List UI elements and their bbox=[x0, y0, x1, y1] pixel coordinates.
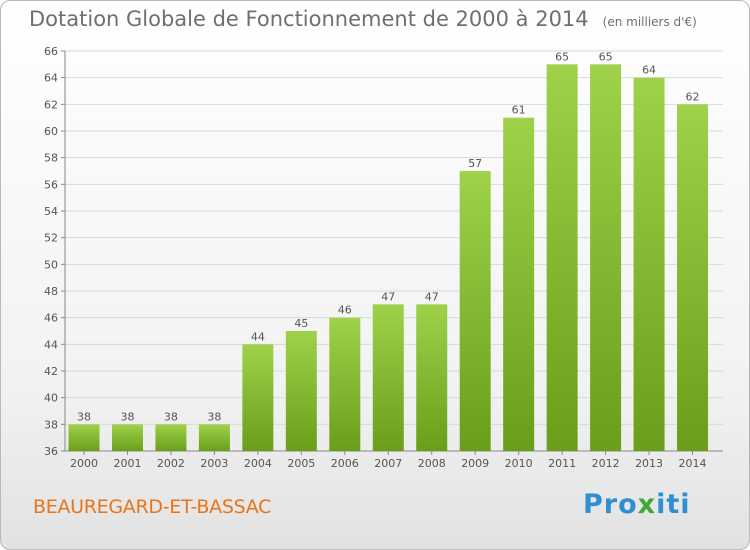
bar-2008 bbox=[416, 304, 448, 451]
commune-name: BEAUREGARD-ET-BASSAC bbox=[33, 496, 272, 518]
bar-2007 bbox=[372, 304, 404, 451]
bar-2014 bbox=[677, 104, 709, 451]
data-label-2004: 44 bbox=[251, 330, 265, 343]
x-tick-label-2014: 2014 bbox=[679, 457, 707, 470]
data-label-2003: 38 bbox=[207, 410, 221, 423]
y-tick-label: 42 bbox=[44, 365, 58, 378]
data-label-2012: 65 bbox=[599, 50, 613, 63]
y-tick-label: 44 bbox=[44, 338, 58, 351]
bar-2004 bbox=[242, 344, 274, 451]
chart-subtitle: (en milliers d'€) bbox=[602, 15, 697, 29]
data-label-2002: 38 bbox=[164, 410, 178, 423]
data-label-2000: 38 bbox=[77, 410, 91, 423]
x-tick-label-2000: 2000 bbox=[70, 457, 98, 470]
x-tick-label-2002: 2002 bbox=[157, 457, 185, 470]
data-label-2007: 47 bbox=[381, 290, 395, 303]
y-tick-label: 38 bbox=[44, 418, 58, 431]
bar-2000 bbox=[68, 424, 100, 451]
data-label-2001: 38 bbox=[120, 410, 134, 423]
y-tick-label: 56 bbox=[44, 178, 58, 191]
y-tick-label: 58 bbox=[44, 152, 58, 165]
proxiti-logo[interactable]: Proxiti bbox=[583, 489, 691, 520]
x-tick-label-2003: 2003 bbox=[200, 457, 228, 470]
data-label-2014: 62 bbox=[686, 90, 700, 103]
data-label-2011: 65 bbox=[555, 50, 569, 63]
bar-2011 bbox=[546, 64, 578, 452]
y-tick-label: 48 bbox=[44, 285, 58, 298]
x-tick-label-2005: 2005 bbox=[287, 457, 315, 470]
y-tick-label: 52 bbox=[44, 232, 58, 245]
x-tick-label-2001: 2001 bbox=[113, 457, 141, 470]
x-tick-label-2006: 2006 bbox=[331, 457, 359, 470]
data-labels: 38 38 38 38 44 45 46 47 47 57 61 65 65 64 62 bbox=[77, 50, 700, 423]
x-tick-label-2012: 2012 bbox=[592, 457, 620, 470]
chart-title-text: Dotation Globale de Fonctionnement de 20… bbox=[29, 7, 589, 31]
x-tick-label-2013: 2013 bbox=[635, 457, 663, 470]
y-tick-label: 60 bbox=[44, 125, 58, 138]
data-label-2006: 46 bbox=[338, 304, 352, 317]
y-tick-label: 62 bbox=[44, 98, 58, 111]
y-tick-label: 64 bbox=[44, 72, 58, 85]
data-label-2009: 57 bbox=[468, 157, 482, 170]
bar-2009 bbox=[459, 171, 491, 451]
bar-2006 bbox=[329, 317, 361, 451]
bar-2012 bbox=[590, 64, 622, 452]
bar-2005 bbox=[285, 331, 317, 451]
bars bbox=[68, 64, 709, 452]
data-label-2010: 61 bbox=[512, 104, 526, 117]
y-tick-label: 54 bbox=[44, 205, 58, 218]
data-label-2005: 45 bbox=[294, 317, 308, 330]
data-label-2008: 47 bbox=[425, 290, 439, 303]
logo-part-x: x bbox=[637, 489, 657, 520]
bar-2003 bbox=[198, 424, 230, 451]
x-tick-label-2008: 2008 bbox=[418, 457, 446, 470]
logo-part-pro: Pro bbox=[583, 489, 638, 520]
data-label-2013: 64 bbox=[642, 64, 656, 77]
y-tick-label: 36 bbox=[44, 445, 58, 458]
x-tick-label-2007: 2007 bbox=[374, 457, 402, 470]
x-tick-label-2010: 2010 bbox=[505, 457, 533, 470]
x-tick-label-2009: 2009 bbox=[461, 457, 489, 470]
y-tick-label: 66 bbox=[44, 45, 58, 58]
bar-2013 bbox=[633, 77, 665, 452]
y-tick-label: 50 bbox=[44, 258, 58, 271]
bar-2002 bbox=[155, 424, 187, 451]
bar-2010 bbox=[503, 117, 535, 452]
y-tick-label: 40 bbox=[44, 392, 58, 405]
logo-part-iti: iti bbox=[656, 489, 691, 520]
x-tick-label-2004: 2004 bbox=[244, 457, 272, 470]
chart-title: Dotation Globale de Fonctionnement de 20… bbox=[29, 7, 697, 31]
bar-2001 bbox=[111, 424, 143, 451]
x-tick-label-2011: 2011 bbox=[548, 457, 576, 470]
y-tick-label: 46 bbox=[44, 312, 58, 325]
